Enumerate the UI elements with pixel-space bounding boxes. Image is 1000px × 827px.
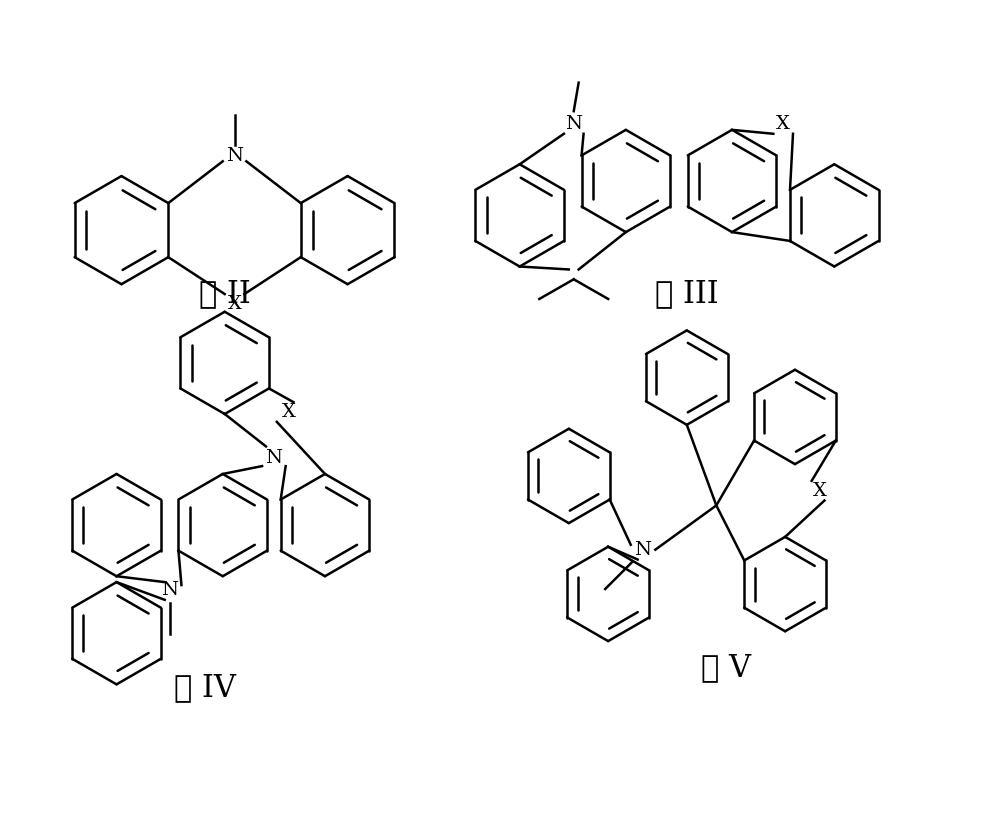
Text: N: N (226, 147, 243, 165)
Text: X: X (813, 481, 826, 500)
Text: X: X (776, 115, 790, 133)
Text: 式 IV: 式 IV (174, 672, 236, 703)
Text: N: N (265, 449, 282, 467)
Text: X: X (228, 295, 241, 313)
Text: 式 III: 式 III (655, 279, 719, 309)
Text: 式 II: 式 II (199, 279, 251, 309)
Text: N: N (634, 541, 651, 559)
Text: N: N (161, 581, 178, 599)
Text: X: X (282, 403, 296, 421)
Text: 式 V: 式 V (701, 653, 751, 683)
Text: N: N (565, 115, 582, 133)
